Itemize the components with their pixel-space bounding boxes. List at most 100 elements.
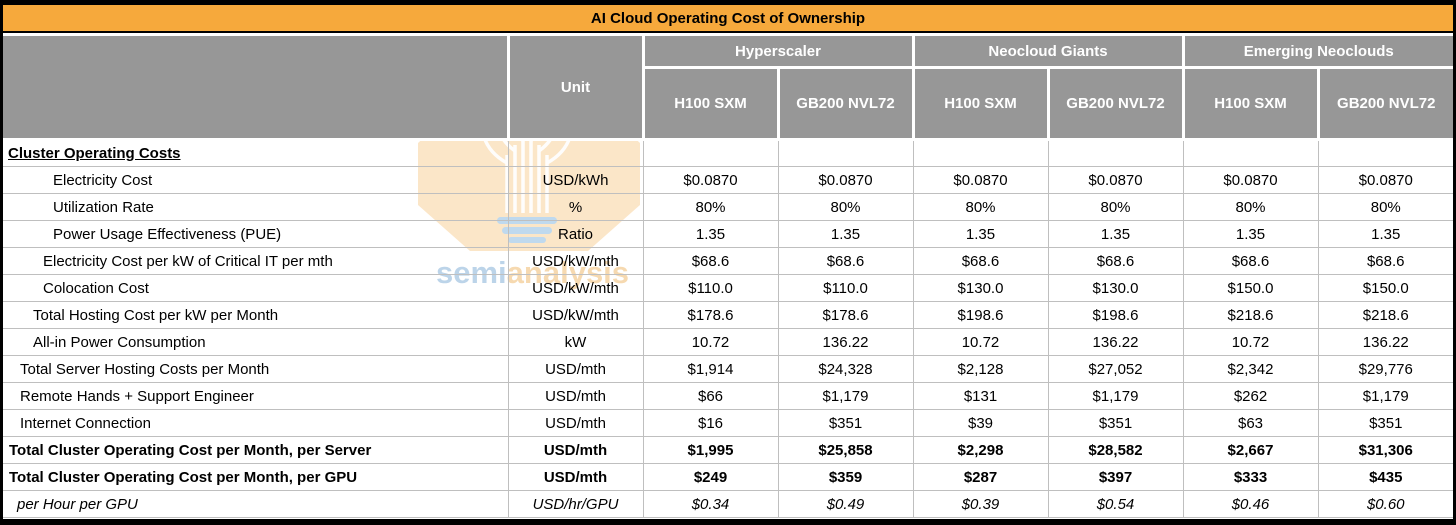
row-value: $66: [642, 382, 779, 410]
row-value: $31,306: [1317, 436, 1453, 464]
row-label: Electricity Cost per kW of Critical IT p…: [3, 247, 509, 275]
row-value: 10.72: [642, 328, 779, 356]
row-value: $27,052: [1047, 355, 1184, 383]
row-value: 1.35: [1047, 220, 1184, 248]
table-row: Total Cluster Operating Cost per Month, …: [3, 436, 1453, 464]
row-value: $218.6: [1182, 301, 1319, 329]
row-value: $63: [1182, 409, 1319, 437]
row-value: $287: [912, 463, 1049, 491]
row-label: Remote Hands + Support Engineer: [3, 382, 509, 410]
header-col-neocloud-h100: H100 SXM: [911, 66, 1050, 141]
row-value: $130.0: [1047, 274, 1184, 302]
row-label: Total Hosting Cost per kW per Month: [3, 301, 509, 329]
row-value: $397: [1047, 463, 1184, 491]
row-value: $68.6: [912, 247, 1049, 275]
row-value: 80%: [912, 193, 1049, 221]
row-value: 10.72: [1182, 328, 1319, 356]
header-group-row: Unit Hyperscaler Neocloud Giants Emergin…: [3, 33, 1453, 141]
header-col-hyperscaler-gb200: GB200 NVL72: [776, 66, 915, 141]
row-value: $198.6: [912, 301, 1049, 329]
row-value: $131: [912, 382, 1049, 410]
header-group-emerging-neoclouds: Emerging Neoclouds: [1181, 33, 1453, 69]
row-unit: kW: [507, 328, 644, 356]
row-unit: USD/mth: [507, 463, 644, 491]
table-header: Unit Hyperscaler Neocloud Giants Emergin…: [3, 33, 1453, 141]
row-value: $110.0: [777, 274, 914, 302]
row-value: $0.34: [642, 490, 779, 518]
row-unit: USD/kW/mth: [507, 247, 644, 275]
row-label: All-in Power Consumption: [3, 328, 509, 356]
header-col-hyperscaler-h100: H100 SXM: [641, 66, 780, 141]
row-value: 80%: [1182, 193, 1319, 221]
row-value: [1047, 138, 1184, 167]
row-value: $0.0870: [912, 166, 1049, 194]
row-value: $16: [642, 409, 779, 437]
row-value: $1,179: [1317, 382, 1453, 410]
row-value: $150.0: [1317, 274, 1453, 302]
row-value: 80%: [642, 193, 779, 221]
row-value: $178.6: [642, 301, 779, 329]
row-value: $1,995: [642, 436, 779, 464]
table-row: Remote Hands + Support Engineer USD/mth $6…: [3, 382, 1453, 410]
row-value: [912, 138, 1049, 167]
row-value: $198.6: [1047, 301, 1184, 329]
row-value: 1.35: [1182, 220, 1319, 248]
row-unit: Ratio: [507, 220, 644, 248]
table-title: AI Cloud Operating Cost of Ownership: [3, 5, 1453, 33]
table-row: Total Hosting Cost per kW per Month USD/k…: [3, 301, 1453, 329]
row-label: Total Cluster Operating Cost per Month, …: [3, 436, 509, 464]
row-value: $0.0870: [1317, 166, 1453, 194]
row-value: $1,179: [1047, 382, 1184, 410]
row-value: $0.46: [1182, 490, 1319, 518]
row-value: $24,328: [777, 355, 914, 383]
table-row: Electricity Cost per kW of Critical IT p…: [3, 247, 1453, 275]
row-value: $68.6: [777, 247, 914, 275]
header-group-hyperscaler: Hyperscaler: [641, 33, 915, 69]
row-value: 80%: [1317, 193, 1453, 221]
row-value: $150.0: [1182, 274, 1319, 302]
row-unit: USD/mth: [507, 355, 644, 383]
row-value: $68.6: [1317, 247, 1453, 275]
row-value: 80%: [777, 193, 914, 221]
row-value: $2,667: [1182, 436, 1319, 464]
row-value: $68.6: [642, 247, 779, 275]
row-value: $333: [1182, 463, 1319, 491]
row-value: $0.54: [1047, 490, 1184, 518]
row-unit: [507, 138, 644, 167]
row-value: $28,582: [1047, 436, 1184, 464]
header-col-emerging-h100: H100 SXM: [1181, 66, 1320, 141]
row-value: 136.22: [777, 328, 914, 356]
table-row: All-in Power Consumption kW 10.72 136.22 10.…: [3, 328, 1453, 356]
row-value: $68.6: [1182, 247, 1319, 275]
row-label: Electricity Cost: [3, 166, 509, 194]
table-row: per Hour per GPU USD/hr/GPU $0.34 $0.49 $0.3…: [3, 490, 1453, 518]
table-row: Cluster Operating Costs: [3, 138, 1453, 167]
header-col-emerging-gb200: GB200 NVL72: [1316, 66, 1453, 141]
row-unit: %: [507, 193, 644, 221]
row-value: [1317, 138, 1453, 167]
header-unit-cell: Unit: [506, 33, 645, 141]
row-value: $29,776: [1317, 355, 1453, 383]
table-row: Power Usage Effectiveness (PUE) Ratio 1.35…: [3, 220, 1453, 248]
row-label: Power Usage Effectiveness (PUE): [3, 220, 509, 248]
row-value: $249: [642, 463, 779, 491]
row-value: $351: [1317, 409, 1453, 437]
table-body: Cluster Operating Costs Electricity Cost U…: [3, 138, 1453, 518]
row-value: $39: [912, 409, 1049, 437]
row-value: $2,298: [912, 436, 1049, 464]
row-value: $178.6: [777, 301, 914, 329]
row-value: $0.0870: [1182, 166, 1319, 194]
row-value: $0.39: [912, 490, 1049, 518]
row-value: $130.0: [912, 274, 1049, 302]
row-value: $435: [1317, 463, 1453, 491]
row-label: Total Cluster Operating Cost per Month, …: [3, 463, 509, 491]
header-column-row: H100 SXM GB200 NVL72 H100 SXM GB200 NVL7…: [3, 66, 1453, 141]
row-value: $1,914: [642, 355, 779, 383]
row-value: $0.60: [1317, 490, 1453, 518]
row-unit: USD/mth: [507, 436, 644, 464]
table-row: Utilization Rate% 80% 80% 80% 80% 80% 80%: [3, 193, 1453, 221]
row-value: 80%: [1047, 193, 1184, 221]
table-row: Total Server Hosting Costs per Month USD/…: [3, 355, 1453, 383]
row-value: $1,179: [777, 382, 914, 410]
